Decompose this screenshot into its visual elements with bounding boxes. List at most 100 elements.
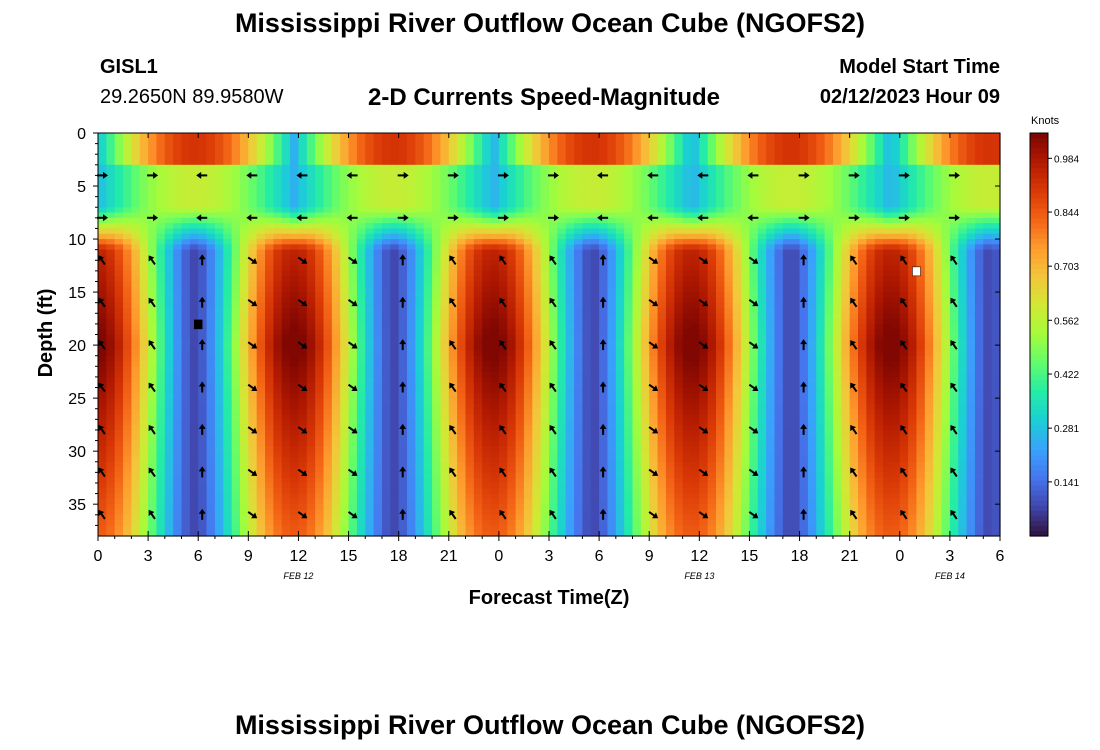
- heat-cell: [432, 467, 442, 473]
- heat-cell: [365, 530, 375, 537]
- heat-cell: [131, 313, 141, 320]
- heat-cell: [381, 133, 391, 139]
- heat-cell: [565, 350, 575, 357]
- heat-cell: [532, 244, 542, 251]
- heat-cell: [540, 191, 550, 198]
- heat-cell: [340, 355, 350, 362]
- heat-cell: [398, 488, 408, 495]
- heat-cell: [557, 376, 567, 383]
- heat-cell: [523, 435, 533, 442]
- heat-cell: [373, 254, 383, 261]
- heat-cell: [490, 398, 500, 405]
- heat-cell: [582, 371, 592, 378]
- heat-cell: [465, 488, 475, 495]
- heat-cell: [123, 249, 133, 256]
- heat-cell: [457, 398, 467, 405]
- heat-cell: [540, 292, 550, 298]
- heat-cell: [515, 249, 525, 256]
- heat-cell: [223, 408, 233, 415]
- heat-cell: [432, 292, 442, 298]
- heat-cell: [114, 514, 124, 521]
- heat-cell: [457, 371, 467, 378]
- heat-cell: [599, 196, 609, 203]
- heat-cell: [281, 477, 291, 484]
- heat-cell: [549, 302, 558, 309]
- heat-cell: [248, 223, 258, 230]
- heat-cell: [340, 429, 350, 436]
- heat-cell: [615, 286, 625, 293]
- heat-cell: [490, 318, 500, 325]
- heat-cell: [173, 467, 183, 473]
- heat-cell: [540, 307, 550, 314]
- heat-cell: [131, 254, 141, 261]
- heat-cell: [632, 154, 642, 161]
- heat-cell: [540, 366, 550, 373]
- heat-cell: [189, 281, 199, 288]
- heat-cell: [356, 186, 366, 192]
- heat-cell: [206, 318, 216, 325]
- heat-cell: [373, 398, 383, 405]
- heat-cell: [273, 302, 283, 309]
- heat-cell: [323, 488, 333, 495]
- heat-cell: [198, 196, 208, 203]
- heat-cell: [615, 520, 625, 526]
- heat-cell: [139, 339, 149, 346]
- heat-cell: [590, 520, 600, 526]
- heat-cell: [490, 254, 500, 261]
- heat-cell: [356, 143, 366, 150]
- heat-cell: [306, 440, 316, 447]
- heat-cell: [198, 456, 208, 463]
- heat-cell: [214, 414, 224, 420]
- heat-cell: [265, 212, 274, 219]
- heat-cell: [407, 313, 416, 320]
- heat-cell: [139, 530, 149, 537]
- heat-cell: [624, 133, 634, 139]
- heat-cell: [390, 440, 400, 447]
- heat-cell: [390, 292, 400, 298]
- heat-cell: [331, 361, 341, 367]
- heat-cell: [632, 286, 642, 293]
- heat-cell: [473, 313, 483, 320]
- heat-cell: [256, 159, 266, 166]
- heat-cell: [457, 419, 467, 426]
- heat-cell: [407, 297, 416, 304]
- heat-cell: [398, 175, 408, 182]
- heat-cell: [632, 297, 642, 304]
- heat-cell: [432, 361, 442, 367]
- heat-cell: [356, 201, 366, 208]
- heat-cell: [281, 175, 291, 182]
- heat-cell: [482, 170, 492, 177]
- heat-cell: [356, 270, 366, 277]
- heat-cell: [281, 201, 291, 208]
- heat-cell: [632, 276, 642, 283]
- heat-cell: [432, 530, 442, 537]
- heat-cell: [482, 520, 492, 526]
- heat-cell: [265, 138, 274, 145]
- heat-cell: [381, 392, 391, 399]
- heat-cell: [181, 191, 191, 198]
- heat-cell: [198, 307, 208, 314]
- heat-cell: [248, 408, 258, 415]
- heat-cell: [198, 175, 208, 182]
- heat-cell: [198, 265, 208, 272]
- heat-cell: [615, 424, 625, 431]
- heat-cell: [523, 403, 533, 410]
- heat-cell: [131, 477, 141, 484]
- heat-cell: [590, 398, 600, 405]
- heat-cell: [440, 345, 450, 352]
- heat-cell: [331, 191, 341, 198]
- heat-cell: [465, 212, 475, 219]
- heat-cell: [482, 159, 492, 166]
- heat-cell: [114, 392, 124, 399]
- heat-cell: [348, 366, 358, 373]
- heat-cell: [473, 520, 483, 526]
- heat-cell: [482, 212, 492, 219]
- heat-cell: [473, 509, 483, 516]
- heat-cell: [457, 217, 467, 224]
- heat-cell: [540, 329, 550, 336]
- heat-cell: [365, 509, 375, 516]
- heat-cell: [206, 530, 216, 537]
- heat-cell: [440, 392, 450, 399]
- heat-cell: [632, 509, 642, 516]
- heat-cell: [139, 286, 149, 293]
